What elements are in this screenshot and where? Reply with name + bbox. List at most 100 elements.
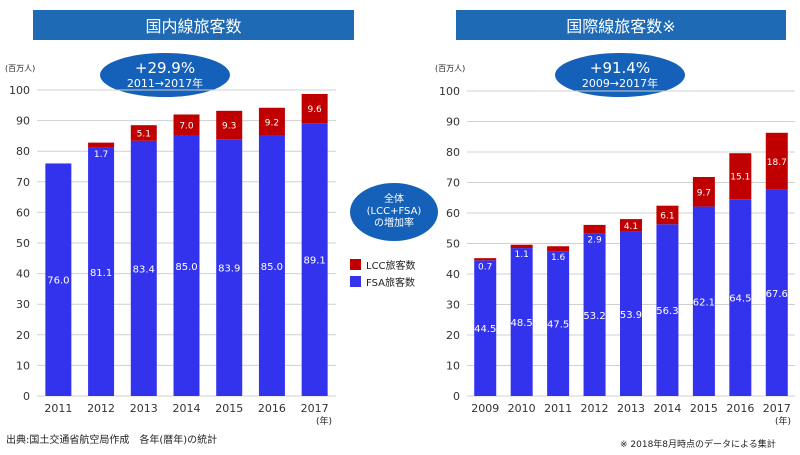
international-bar-fsa <box>620 231 642 396</box>
international-bar-lcc <box>729 153 752 200</box>
domestic-y-tick-label: 0 <box>23 390 30 403</box>
international-lcc-value-label: 18.7 <box>767 158 787 168</box>
domestic-lcc-value-label: 9.3 <box>222 122 236 132</box>
international-y-tick-label: 100 <box>439 85 460 98</box>
international-growth-rate: +91.4% <box>589 59 651 77</box>
domestic-lcc-value-label: 1.7 <box>94 150 108 160</box>
international-y-tick-label: 20 <box>446 329 460 342</box>
international-bar-fsa <box>656 224 679 396</box>
total-bubble-line3: の増加率 <box>374 218 414 229</box>
domestic-fsa-value-label: 76.0 <box>47 276 69 287</box>
international-lcc-value-label: 0.7 <box>478 262 492 272</box>
international-bar-lcc <box>656 205 679 225</box>
domestic-fsa-value-label: 89.1 <box>304 256 326 267</box>
domestic-bar-fsa <box>88 147 115 396</box>
international-lcc-value-label: 6.1 <box>660 211 674 221</box>
domestic-fsa-value-label: 85.0 <box>175 262 197 273</box>
international-fsa-value-label: 48.5 <box>511 318 533 329</box>
international-x-tick-label: 2009 <box>471 402 499 415</box>
domestic-bar-lcc <box>258 107 285 136</box>
domestic-x-tick-label: 2017 <box>301 402 329 415</box>
domestic-growth-period: 2011→2017年 <box>126 77 204 90</box>
legend-swatch-lcc <box>350 259 361 270</box>
international-y-tick-label: 10 <box>446 360 460 373</box>
legend-label-fsa: FSA旅客数 <box>366 278 415 289</box>
domestic-bar-lcc <box>301 93 328 124</box>
domestic-fsa-value-label: 83.4 <box>133 264 155 275</box>
international-x-tick-label: 2010 <box>508 402 536 415</box>
international-fsa-value-label: 62.1 <box>693 297 715 308</box>
international-fsa-value-label: 53.9 <box>620 310 642 321</box>
domestic-bar-fsa <box>258 135 285 396</box>
legend-item-fsa: FSA旅客数 <box>350 274 415 289</box>
international-fsa-value-label: 67.6 <box>766 289 788 300</box>
domestic-chart-title: 国内線旅客数 <box>33 10 354 40</box>
international-y-tick-label: 40 <box>446 268 460 281</box>
legend-label-lcc: LCC旅客数 <box>366 261 416 272</box>
international-y-tick-label: 70 <box>446 177 460 190</box>
international-unit-label: (百万人) <box>435 64 465 73</box>
domestic-x-tick-label: 2016 <box>258 402 286 415</box>
data-note: ※ 2018年8月時点のデータによる集計 <box>620 440 776 450</box>
total-bubble-line2: (LCC+FSA) <box>366 206 422 217</box>
domestic-bar-fsa <box>130 140 157 396</box>
international-bar-fsa <box>547 251 570 396</box>
international-fsa-value-label: 64.5 <box>729 294 751 305</box>
international-x-tick-label: 2011 <box>544 402 572 415</box>
domestic-y-tick-label: 30 <box>16 298 30 311</box>
international-bar-fsa <box>474 260 497 396</box>
domestic-y-tick-label: 60 <box>16 206 30 219</box>
domestic-x-tick-label: 2014 <box>173 402 201 415</box>
domestic-y-tick-label: 40 <box>16 268 30 281</box>
international-bar-lcc <box>510 244 533 249</box>
source-note: 出典:国土交通省航空局作成 各年(暦年)の統計 <box>6 435 218 446</box>
domestic-y-tick-label: 70 <box>16 176 30 189</box>
international-fsa-value-label: 44.5 <box>474 324 496 335</box>
international-growth-period: 2009→2017年 <box>581 77 659 90</box>
international-bar-lcc <box>583 224 606 234</box>
international-x-tick-label: 2013 <box>617 402 645 415</box>
international-bar-lcc <box>620 219 642 232</box>
domestic-bar-fsa <box>301 123 328 396</box>
international-x-tick-label: 2015 <box>690 402 718 415</box>
international-bar-fsa <box>692 206 715 396</box>
international-lcc-value-label: 4.1 <box>624 222 638 232</box>
international-chart-title: 国際線旅客数※ <box>456 10 786 40</box>
international-x-tick-label: 2017 <box>763 402 791 415</box>
domestic-lcc-value-label: 9.6 <box>307 105 322 115</box>
domestic-y-tick-label: 50 <box>16 237 30 250</box>
international-y-tick-label: 90 <box>446 116 460 129</box>
international-bar-lcc <box>547 246 570 252</box>
domestic-x-tick-label: 2015 <box>215 402 243 415</box>
domestic-bar-fsa <box>216 139 243 397</box>
domestic-y-tick-label: 20 <box>16 329 30 342</box>
domestic-bar-lcc <box>216 110 243 140</box>
international-fsa-value-label: 47.5 <box>547 320 569 331</box>
domestic-fsa-value-label: 85.0 <box>261 262 283 273</box>
domestic-x-tick-label: 2013 <box>130 402 158 415</box>
domestic-x-tick-label: 2011 <box>44 402 72 415</box>
domestic-lcc-value-label: 5.1 <box>137 129 151 139</box>
domestic-fsa-value-label: 83.9 <box>218 264 240 275</box>
legend-swatch-fsa <box>350 276 361 287</box>
domestic-y-tick-label: 100 <box>9 84 30 97</box>
total-bubble-line1: 全体 <box>384 194 404 205</box>
international-y-tick-label: 60 <box>446 207 460 220</box>
international-y-tick-label: 80 <box>446 146 460 159</box>
domestic-growth-rate: +29.9% <box>134 59 196 77</box>
international-bar-fsa <box>583 233 606 396</box>
international-lcc-value-label: 15.1 <box>730 173 750 183</box>
international-bar-lcc <box>474 258 497 261</box>
domestic-y-tick-label: 80 <box>16 145 30 158</box>
domestic-lcc-value-label: 7.0 <box>179 122 194 132</box>
international-growth-bubble: +91.4% 2009→2017年 <box>555 53 685 97</box>
international-bar-fsa <box>765 189 788 396</box>
domestic-fsa-value-label: 81.1 <box>90 268 112 279</box>
domestic-lcc-value-label: 9.2 <box>265 118 279 128</box>
international-y-tick-label: 0 <box>453 390 460 403</box>
international-fsa-value-label: 56.3 <box>656 306 678 317</box>
domestic-bar-lcc <box>173 114 200 136</box>
international-y-tick-label: 50 <box>446 238 460 251</box>
domestic-x-tick-label: 2012 <box>87 402 115 415</box>
domestic-bar-fsa <box>45 163 72 396</box>
